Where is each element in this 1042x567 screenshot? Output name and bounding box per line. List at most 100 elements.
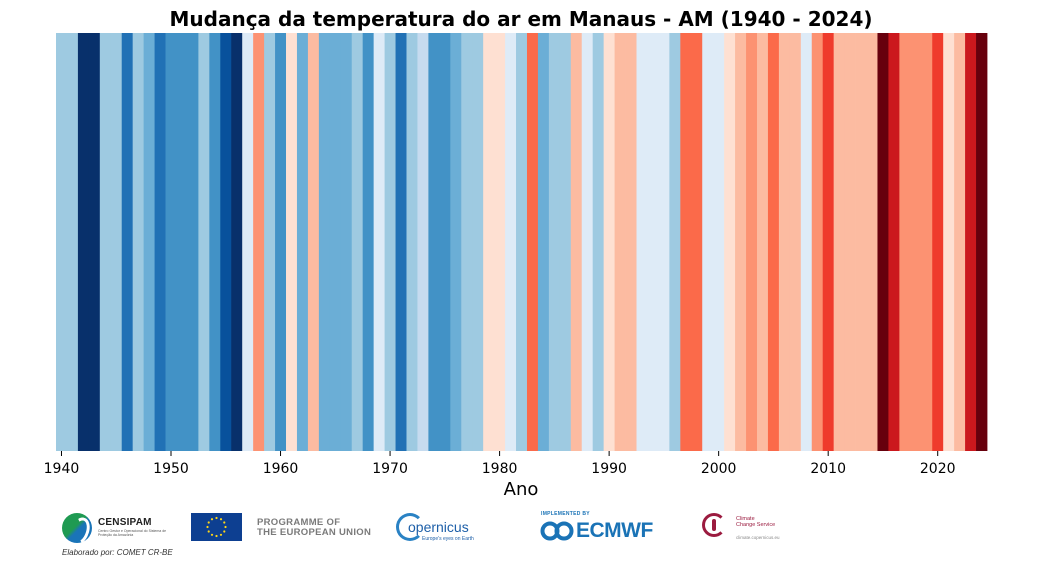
x-tick-label: 2020 [920, 461, 956, 477]
eu-star-icon [215, 534, 218, 538]
x-axis: 1940 1950 1960 1970 1980 1990 2000 2010 2020 [44, 451, 956, 477]
x-tick-label: 2000 [701, 461, 737, 477]
stripe-2020 [932, 33, 944, 451]
copernicus-tagline: Europe's eyes on Earth [422, 536, 474, 542]
eu-star-icon [210, 533, 214, 536]
stripe-1968 [362, 33, 375, 451]
censipam-subtitle: Centro Gestor e Operacional do Sistema d… [98, 529, 167, 537]
stripe-2017 [899, 33, 911, 451]
c3s-name-line-1: Climate [736, 516, 755, 522]
censipam-logo: CENSIPAM Centro Gestor e Operacional do … [60, 512, 180, 544]
stripe-1944 [99, 33, 112, 451]
c3s-name-line-2: Change Service [736, 522, 776, 528]
stripe-1982 [516, 33, 528, 451]
stripe-2024 [976, 33, 988, 451]
stripe-2001 [724, 33, 736, 451]
stripe-1970 [384, 33, 396, 451]
stripe-2013 [855, 33, 867, 451]
stripe-1955 [220, 33, 232, 451]
stripe-2019 [921, 33, 933, 451]
stripe-1987 [570, 33, 583, 451]
stripe-2005 [767, 33, 780, 451]
stripe-1978 [472, 33, 484, 451]
stripe-1974 [428, 33, 440, 451]
stripe-2016 [888, 33, 900, 451]
stripe-1950 [165, 33, 177, 451]
stripe-1990 [603, 33, 615, 451]
stripe-1999 [702, 33, 714, 451]
stripe-2023 [965, 33, 977, 451]
stripe-1969 [373, 33, 385, 451]
credit-text: Elaborado por: COMET CR-BE [62, 548, 173, 557]
x-tick-label: 1970 [372, 461, 408, 477]
stripe-1991 [614, 33, 626, 451]
ecmwf-logo: IMPLEMENTED BY ECMWF [540, 511, 680, 543]
eu-star-icon [207, 530, 210, 533]
stripe-1993 [636, 33, 648, 451]
stripe-2009 [811, 33, 824, 451]
stripe-1997 [680, 33, 692, 451]
copernicus-logo: opernicus Europe's eyes on Earth [396, 513, 506, 543]
stripe-1962 [296, 33, 309, 451]
eu-star-icon [219, 518, 223, 521]
stripe-2003 [746, 33, 758, 451]
stripe-1972 [406, 33, 418, 451]
stripe-1980 [494, 33, 506, 451]
stripe-2011 [833, 33, 846, 451]
c3s-name: Climate Change Service [736, 516, 775, 528]
stripe-1957 [242, 33, 254, 451]
stripe-1977 [461, 33, 473, 451]
stripe-1960 [275, 33, 287, 451]
stripe-1942 [77, 33, 90, 451]
stripe-1979 [483, 33, 495, 451]
censipam-name: CENSIPAM [98, 517, 152, 528]
eu-programme-text: PROGRAMME OF THE EUROPEAN UNION [257, 518, 371, 538]
stripe-1947 [132, 33, 145, 451]
stripe-1949 [154, 33, 166, 451]
stripe-2007 [789, 33, 802, 451]
ecmwf-name: ECMWF [576, 519, 653, 542]
x-tick-label: 1990 [591, 461, 627, 477]
stripe-1958 [253, 33, 265, 451]
stripes-group [56, 33, 988, 451]
x-axis-label: Ano [503, 479, 539, 500]
stripe-1971 [395, 33, 407, 451]
eu-star-icon [223, 521, 226, 524]
stripe-2000 [713, 33, 725, 451]
stripe-1975 [439, 33, 451, 451]
eu-star-icon [207, 521, 210, 524]
stripe-1998 [691, 33, 703, 451]
stripe-2018 [910, 33, 922, 451]
stripe-1964 [318, 33, 331, 451]
eu-star-icon [206, 525, 209, 529]
stripe-1996 [669, 33, 681, 451]
x-tick-label: 2010 [810, 461, 846, 477]
x-tick-label: 1960 [263, 461, 299, 477]
stripe-1994 [647, 33, 659, 451]
stripe-1956 [231, 33, 243, 451]
stripe-1965 [329, 33, 342, 451]
c3s-url: climate.copernicus.eu [736, 535, 780, 540]
chart-title: Mudança da temperatura do ar em Manaus -… [169, 7, 873, 31]
stripe-1948 [143, 33, 155, 451]
stripe-1953 [198, 33, 210, 451]
stripe-1954 [209, 33, 221, 451]
stripe-2022 [954, 33, 966, 451]
stripe-2006 [778, 33, 791, 451]
stripe-2012 [844, 33, 856, 451]
stripe-1973 [417, 33, 429, 451]
eu-star-icon [223, 530, 226, 533]
thermometer-icon [712, 519, 716, 531]
stripe-2004 [756, 33, 769, 451]
x-tick-label: 1980 [482, 461, 518, 477]
ecmwf-rings-icon [540, 521, 574, 541]
stripe-1951 [176, 33, 188, 451]
stripe-1989 [592, 33, 605, 451]
stripe-2015 [877, 33, 889, 451]
stripe-1959 [264, 33, 276, 451]
stripe-1941 [66, 33, 79, 451]
stripe-2010 [822, 33, 835, 451]
censipam-emblem-icon [62, 513, 92, 543]
x-tick-label: 1940 [44, 461, 80, 477]
